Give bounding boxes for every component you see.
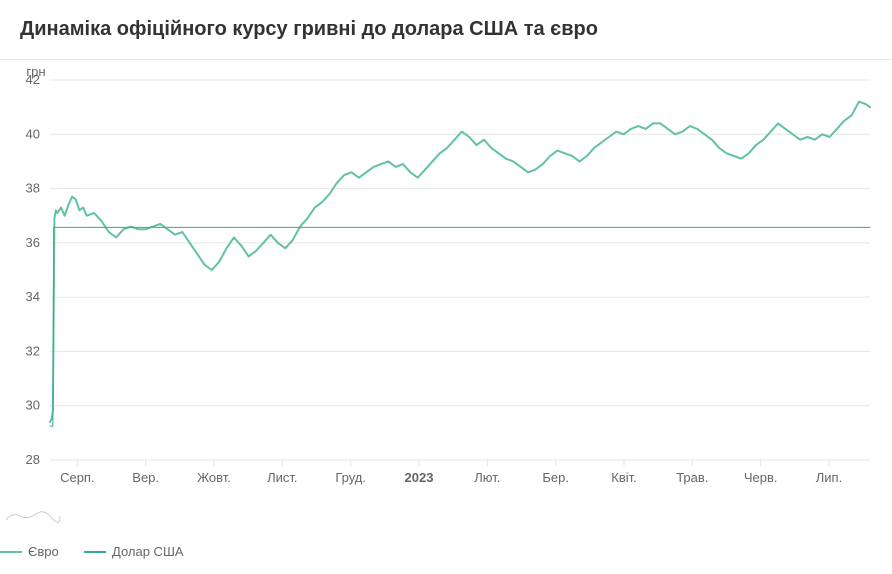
title-wrap: Динаміка офіційного курсу гривні до дола…: [0, 0, 892, 59]
x-tick-label: Бер.: [542, 470, 569, 485]
y-tick-label: 30: [26, 398, 40, 413]
x-tick-label: Вер.: [132, 470, 159, 485]
y-tick-label: 40: [26, 126, 40, 141]
legend-svg: Євро Долар США: [0, 542, 208, 562]
x-tick-label: Лист.: [267, 470, 297, 485]
chart-title: Динаміка офіційного курсу гривні до дола…: [20, 18, 892, 41]
y-tick-label: 34: [26, 289, 40, 304]
chart-container: Динаміка офіційного курсу гривні до дола…: [0, 0, 892, 574]
x-tick-label: Груд.: [335, 470, 366, 485]
x-tick-label: Черв.: [744, 470, 778, 485]
x-tick-label: Лип.: [816, 470, 842, 485]
chart-svg: 2830323436384042грнСерп.Вер.Жовт.Лист.Гр…: [0, 60, 892, 530]
y-tick-label: 32: [26, 343, 40, 358]
y-tick-label: 38: [26, 181, 40, 196]
series-line: [50, 102, 870, 422]
x-tick-label: Трав.: [676, 470, 708, 485]
y-tick-label: 36: [26, 235, 40, 250]
x-tick-label: Квіт.: [611, 470, 637, 485]
x-tick-label: Серп.: [60, 470, 95, 485]
legend: Євро Долар США: [0, 542, 892, 562]
y-tick-label: 28: [26, 452, 40, 467]
x-tick-label: Лют.: [474, 470, 500, 485]
chart-area: 2830323436384042грнСерп.Вер.Жовт.Лист.Гр…: [0, 60, 892, 530]
legend-label: Євро: [28, 544, 59, 559]
x-tick-label: Жовт.: [197, 470, 231, 485]
y-unit-label: грн: [26, 64, 45, 79]
x-tick-label: 2023: [405, 470, 434, 485]
mini-brush-icon: [6, 512, 60, 523]
legend-label: Долар США: [112, 544, 184, 559]
series-line: [50, 227, 870, 426]
